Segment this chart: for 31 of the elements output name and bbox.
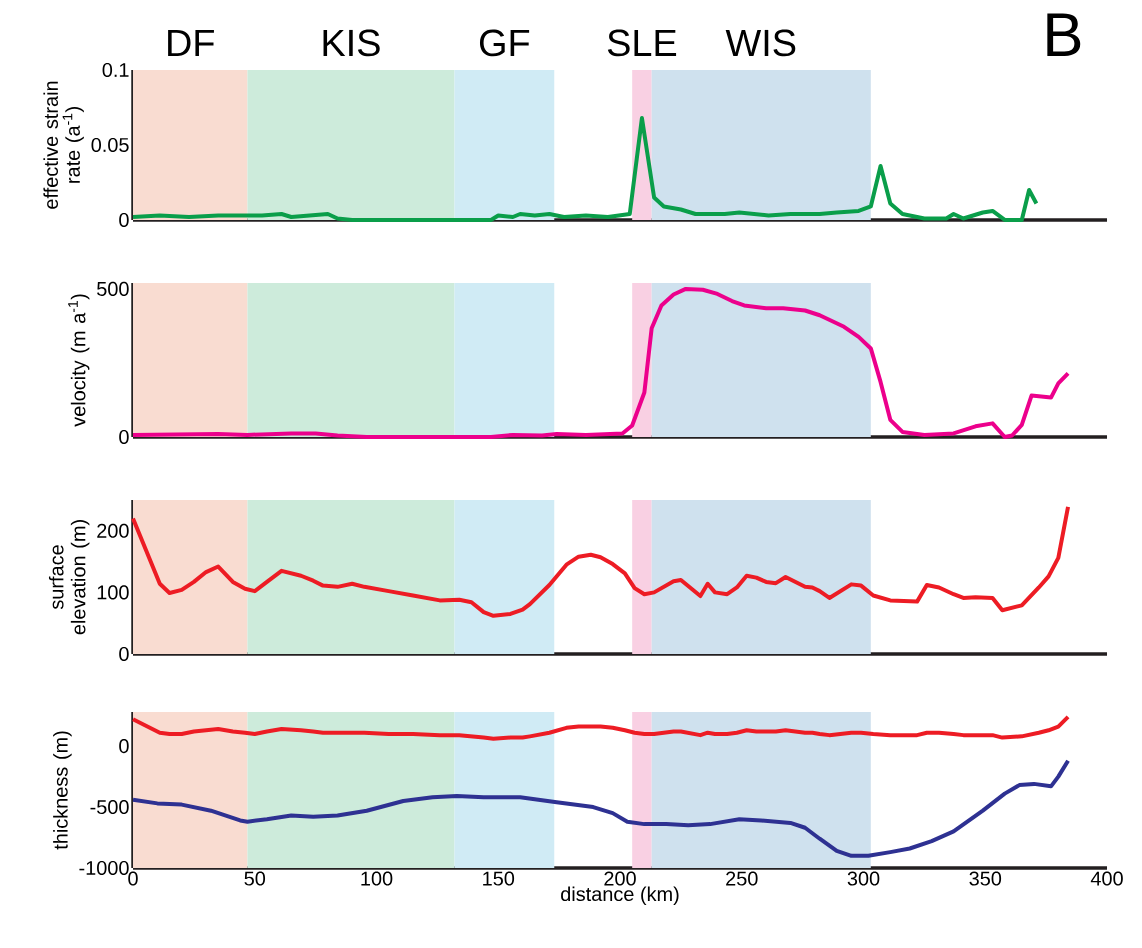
band-label: KIS <box>323 29 380 57</box>
line-series <box>131 758 1071 858</box>
x-tick-label: 350 <box>969 871 1002 886</box>
band-label: GF <box>479 29 530 57</box>
x-tick-label: 100 <box>361 871 393 886</box>
y-tick-label: 200 <box>97 523 129 538</box>
line-series <box>131 504 1071 618</box>
y-tick-label: -500 <box>90 800 129 815</box>
y-axis-title: surface elevation (m) <box>48 520 90 635</box>
text: B <box>1047 13 1081 56</box>
y-tick-label: 0 <box>119 646 129 662</box>
x-tick-label: 300 <box>847 871 880 886</box>
y-tick-label: 100 <box>97 585 129 600</box>
y-tick-label: 500 <box>97 281 129 296</box>
x-tick-label: 200 <box>604 871 636 886</box>
x-axis-title: distance (km) <box>561 886 679 906</box>
band-label: SLE <box>607 29 677 57</box>
y-tick-label: -1000 <box>79 860 129 876</box>
x-tick-label: 400 <box>1090 871 1123 886</box>
y-axis-title: velocity (m a$^{-1}$) <box>68 294 90 427</box>
y-tick-label: 0 <box>119 429 129 445</box>
x-tick-label: 150 <box>483 871 515 886</box>
y-tick-label: 0 <box>119 739 129 754</box>
band-label: WIS <box>725 29 796 57</box>
band-label: DF <box>168 29 214 56</box>
y-tick-label: 0.05 <box>91 137 129 153</box>
y-tick-label: 0.1 <box>102 62 129 78</box>
x-tick-label: 50 <box>244 871 266 886</box>
x-tick-label: 250 <box>726 871 758 886</box>
y-axis-title: thickness (m) <box>53 731 72 850</box>
y-tick-label: 0 <box>119 212 129 228</box>
